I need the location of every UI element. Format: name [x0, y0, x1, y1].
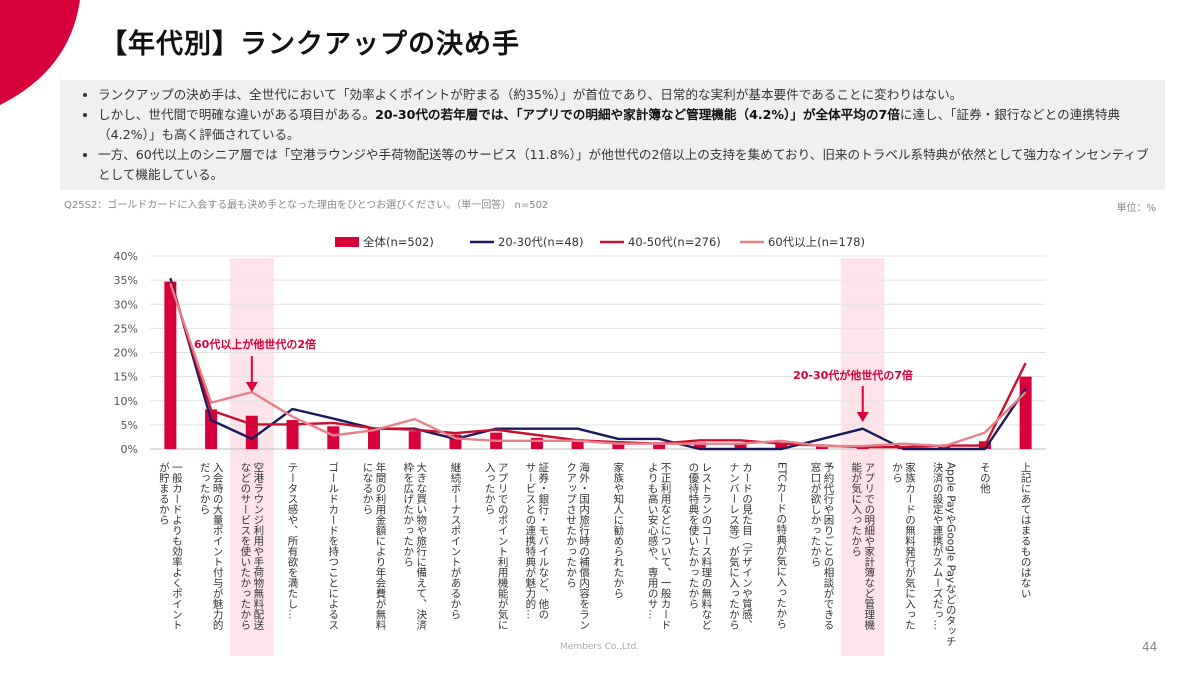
- x-category-label: 年間の利用金額により年会費が無料: [375, 461, 387, 631]
- bullet-text: ランクアップの決め手は、全世代において「効率よくポイントが貯まる（約35%）」が…: [98, 87, 963, 102]
- bar-total: [286, 420, 299, 449]
- summary-bullet: しかし、世代間で明確な違いがある項目がある。20-30代の若年層では、「アプリで…: [98, 105, 1151, 145]
- x-category-label: 上記にあてはまるものはない: [1020, 462, 1032, 599]
- highlight-band: [840, 258, 885, 656]
- corner-accent-path: [0, 0, 80, 105]
- x-category-label: クアップさせたかったから: [565, 462, 577, 589]
- x-category-label: から: [891, 462, 903, 484]
- x-category-label: 決済の設定や連携がスムーズだっ…: [932, 462, 944, 630]
- slide-title: 【年代別】ランクアップの決め手: [100, 29, 520, 60]
- x-category-label: 継続ボーナスポイントがあるから: [449, 461, 461, 620]
- y-tick-label: 10%: [114, 395, 138, 408]
- bar-total: [205, 409, 218, 449]
- series-line: [169, 280, 1027, 449]
- bar-total: [938, 446, 951, 449]
- x-category-label: 入ったから: [484, 462, 496, 515]
- x-category-label: 海外・国内旅行時の補償内容をラン: [578, 461, 590, 630]
- bar-total: [245, 415, 258, 449]
- x-category-label: 空港ラウンジ利用や手荷物無料配送: [252, 461, 264, 631]
- bullet-text: 一方、60代以上のシニア層では「空港ラウンジや手荷物配送等のサービス（11.8%…: [98, 147, 1149, 182]
- x-category-label: 枠を広げたかったから: [402, 461, 414, 568]
- x-category-label: アプリでの明細や家計簿など管理機: [863, 462, 875, 631]
- x-category-label: だったから: [199, 462, 211, 515]
- bar-total: [775, 443, 788, 449]
- y-tick-label: 0%: [121, 443, 138, 456]
- annotation-label: 20-30代が他世代の7倍: [793, 368, 913, 382]
- x-category-label: の優待特典を使いたかったから: [687, 462, 699, 610]
- x-category-label: になるから: [362, 462, 374, 515]
- bar-total: [164, 281, 177, 449]
- y-tick-label: 40%: [114, 250, 138, 263]
- x-category-label: ナンバーレス等）が気に入ったから: [728, 462, 740, 631]
- footer-company: Members Co.,Ltd.: [560, 642, 640, 652]
- legend-label: 全体(n=502): [363, 235, 434, 249]
- x-category-label: 能が気に入ったから: [850, 461, 862, 557]
- x-category-label: 大きな買い物や旅行に備えて、決済: [415, 461, 427, 631]
- y-tick-label: 15%: [114, 371, 138, 384]
- x-category-label: ゴールドカードを持つことによるス: [327, 461, 339, 630]
- x-category-label: などのサービスを使いたかったから: [239, 462, 251, 631]
- series-line: [169, 277, 1027, 451]
- x-category-label: カードの見た目（デザインや質感、: [741, 462, 753, 630]
- bar-total: [1019, 376, 1032, 449]
- x-category-label: テータス感や、所有欲を満たし…: [287, 462, 299, 620]
- bullet-text: に達し、「証券・銀行などとの連携特典（4.2%）」も高く評価されている。: [98, 107, 1121, 142]
- bullet-emphasis-text: 20-30代の若年層では、「アプリでの明細や家計簿など管理機能（4.2%）」が全…: [375, 107, 900, 122]
- bar-total: [693, 442, 706, 449]
- x-category-label: 窓口が欲しかったから: [810, 461, 822, 568]
- x-category-label: 入会時の大量ポイント付与が魅力的: [212, 462, 224, 631]
- bar-total: [408, 431, 421, 449]
- x-category-label: よりも高い安心感や、専用のサ…: [647, 462, 659, 620]
- corner-accent-shape: [0, 0, 80, 105]
- bar-total: [327, 426, 340, 449]
- y-tick-label: 30%: [114, 298, 138, 311]
- bar-total: [612, 441, 625, 449]
- bar-total: [571, 439, 584, 449]
- annotation-label: 60代以上が他世代の2倍: [194, 337, 316, 351]
- bullet-text: しかし、世代間で明確な違いがある項目がある。: [98, 107, 376, 122]
- page-number: 44: [1142, 640, 1158, 654]
- x-category-label: 不正利用などについて、一般カード: [660, 462, 672, 630]
- summary-bullet: ランクアップの決め手は、全世代において「効率よくポイントが貯まる（約35%）」が…: [98, 85, 1151, 105]
- legend-label: 20-30代(n=48): [498, 235, 583, 249]
- bar-total: [368, 428, 380, 449]
- x-category-label: 予約代行や困りごとの相談ができる: [823, 462, 835, 630]
- summary-box: ランクアップの決め手は、全世代において「効率よくポイントが貯まる（約35%）」が…: [60, 80, 1165, 190]
- summary-bullet: 一方、60代以上のシニア層では「空港ラウンジや手荷物配送等のサービス（11.8%…: [98, 145, 1151, 185]
- x-category-label: ETCカードの特典が気に入ったから: [775, 462, 787, 630]
- bar-total: [734, 442, 747, 449]
- y-tick-label: 20%: [114, 347, 138, 360]
- x-category-label: 一般カードよりも効率よくポイント: [171, 462, 183, 630]
- bar-total: [653, 442, 666, 449]
- annotation-arrow-head: [856, 412, 869, 422]
- legend-label: 40-50代(n=276): [628, 235, 721, 249]
- x-category-label: 家族カードの無料発行が気に入った: [904, 461, 916, 630]
- x-category-label: 証券・銀行・モバイルなど、他の: [537, 461, 549, 619]
- legend-swatch-bar: [335, 237, 359, 247]
- y-tick-label: 25%: [114, 322, 138, 335]
- highlight-band: [229, 258, 274, 656]
- x-category-label: その他: [979, 462, 991, 494]
- legend-label: 60代以上(n=178): [768, 235, 865, 249]
- x-category-label: 家族や知人に勧められたから: [612, 461, 624, 599]
- x-category-label: サービスとの連携特典が魅力的…: [524, 462, 536, 620]
- bar-total: [530, 437, 543, 449]
- x-category-label: Apple PayやGoogle Payなどのタッチ: [945, 462, 957, 646]
- annotation-arrow-head: [245, 382, 258, 392]
- series-line: [169, 283, 1027, 448]
- summary-bullet-list: ランクアップの決め手は、全世代において「効率よくポイントが貯まる（約35%）」が…: [80, 85, 1151, 185]
- survey-question: Q25S2：ゴールドカードに入会する最も決め手となった理由をひとつお選びください…: [64, 200, 549, 211]
- y-tick-label: 35%: [114, 274, 138, 287]
- x-category-label: が貯まるから: [158, 461, 170, 526]
- x-category-label: レストランのコース料理の無料など: [700, 462, 712, 630]
- y-tick-label: 5%: [121, 419, 138, 432]
- x-category-label: アプリでのポイント利用機能が気に: [497, 462, 509, 630]
- unit-label: 単位：%: [1116, 203, 1156, 214]
